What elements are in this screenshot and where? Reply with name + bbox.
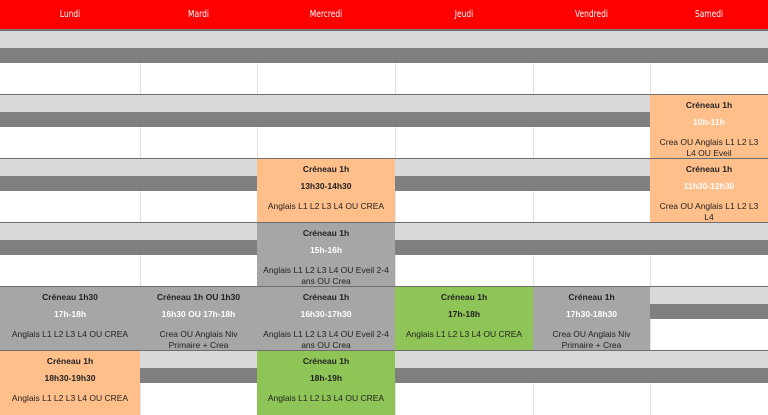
column-divider — [395, 127, 396, 158]
event-cell[interactable]: Créneau 1h 17h30-18h30 Crea OU Anglais Niv… — [533, 287, 650, 350]
day-header: Lundi Mardi Mercredi Jeudi Vendredi Samedi — [0, 0, 768, 30]
column-divider — [140, 255, 141, 286]
column-divider — [140, 127, 141, 158]
column-divider — [650, 255, 651, 286]
event-description: Anglais L1 L2 L3 L4 OU Eveil 2-4 ans OU … — [263, 265, 389, 286]
event-cell[interactable]: Créneau 1h 13h30-14h30 Anglais L1 L2 L3 L4… — [257, 159, 395, 222]
column-divider — [140, 383, 141, 415]
event-time: 18h-19h — [309, 373, 343, 383]
column-divider — [533, 63, 534, 94]
event-title: Créneau 1h — [302, 356, 350, 366]
day-header-vendredi: Vendredi — [574, 9, 609, 20]
event-title: Créneau 1h — [302, 164, 350, 174]
event-description: Anglais L1 L2 L3 L4 OU CREA — [11, 329, 129, 339]
event-cell[interactable]: Créneau 1h 16h30-17h30 Anglais L1 L2 L3 L4… — [257, 287, 395, 350]
column-divider — [395, 191, 396, 222]
column-divider — [533, 127, 534, 158]
event-cell[interactable]: Créneau 1h 11h30-12h30 Crea OU Anglais L1 … — [650, 159, 768, 222]
event-time: 16h30 OU 17h-18h — [161, 309, 236, 319]
column-divider — [650, 383, 651, 415]
event-title: Créneau 1h — [685, 100, 733, 110]
column-divider — [257, 63, 258, 94]
event-description: Anglais L1 L2 L3 L4 OU Eveil 2-4 ans OU … — [263, 329, 389, 350]
day-header-lundi: Lundi — [59, 9, 81, 20]
event-title: Créneau 1h30 — [42, 292, 98, 302]
event-title: Créneau 1h — [302, 292, 350, 302]
event-description: Crea OU Anglais L1 L2 L3 L4 OU Eveil — [659, 137, 759, 158]
event-title: Créneau 1h OU 1h30 — [156, 292, 241, 302]
column-divider — [395, 383, 396, 415]
column-divider — [395, 63, 396, 94]
event-time: 15h-16h — [309, 245, 343, 255]
event-time: 16h30-17h30 — [300, 309, 352, 319]
event-description: Crea OU Anglais Niv Primaire + Crea — [159, 329, 238, 350]
column-divider — [650, 63, 651, 94]
event-description: Crea OU Anglais L1 L2 L3 L4 — [659, 201, 759, 222]
event-cell[interactable]: Créneau 1h 18h30-19h30 Anglais L1 L2 L3 L4… — [0, 351, 140, 415]
column-divider — [140, 191, 141, 222]
event-cell[interactable]: Créneau 1h 17h-18h Anglais L1 L2 L3 L4 OU … — [395, 287, 533, 350]
light-band — [0, 95, 768, 112]
event-title: Créneau 1h — [302, 228, 350, 238]
time-slot-row — [0, 30, 768, 94]
column-divider — [533, 383, 534, 415]
event-time: 10h-11h — [693, 117, 725, 127]
column-divider — [140, 63, 141, 94]
event-time: 17h-18h — [447, 309, 481, 319]
event-title: Créneau 1h — [685, 164, 733, 174]
dark-band — [0, 112, 768, 127]
event-description: Anglais L1 L2 L3 L4 OU CREA — [267, 393, 385, 403]
event-time: 18h30-19h30 — [44, 373, 96, 383]
dark-band — [0, 48, 768, 63]
day-header-samedi: Samedi — [694, 9, 724, 20]
time-slot-row — [0, 94, 768, 158]
column-divider — [533, 191, 534, 222]
event-description: Anglais L1 L2 L3 L4 OU CREA — [267, 201, 385, 211]
event-cell[interactable]: Créneau 1h 15h-16h Anglais L1 L2 L3 L4 OU … — [257, 223, 395, 286]
event-cell[interactable]: Créneau 1h 10h-11h Crea OU Anglais L1 L2 L… — [650, 95, 768, 158]
event-time: 17h30-18h30 — [565, 309, 618, 319]
event-time: 11h30-12h30 — [683, 181, 735, 191]
event-cell[interactable]: Créneau 1h OU 1h30 16h30 OU 17h-18h Crea O… — [140, 287, 257, 350]
event-cell[interactable]: Créneau 1h 18h-19h Anglais L1 L2 L3 L4 OU … — [257, 351, 395, 415]
event-description: Anglais L1 L2 L3 L4 OU CREA — [405, 329, 523, 339]
event-description: Crea OU Anglais Niv Primaire + Crea — [552, 329, 631, 350]
event-time: 13h30-14h30 — [300, 181, 352, 191]
event-description: Anglais L1 L2 L3 L4 OU CREA — [11, 393, 129, 403]
column-divider — [533, 255, 534, 286]
day-header-mercredi: Mercredi — [309, 9, 343, 20]
event-title: Créneau 1h — [568, 292, 615, 302]
event-title: Créneau 1h — [46, 356, 94, 366]
column-divider — [650, 319, 651, 350]
column-divider — [395, 255, 396, 286]
event-title: Créneau 1h — [440, 292, 488, 302]
day-header-mardi: Mardi — [188, 9, 209, 20]
day-header-jeudi: Jeudi — [454, 9, 474, 20]
column-divider — [257, 127, 258, 158]
light-band — [0, 31, 768, 48]
event-cell[interactable]: Créneau 1h30 17h-18h Anglais L1 L2 L3 L4 O… — [0, 287, 140, 350]
event-time: 17h-18h — [53, 309, 87, 319]
